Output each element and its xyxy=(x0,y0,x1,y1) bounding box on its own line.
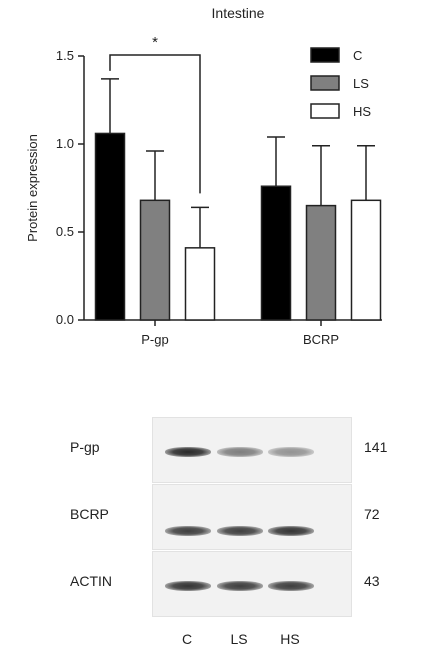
bar xyxy=(350,199,382,321)
blot-protein-label: ACTIN xyxy=(70,573,112,589)
blot-row: ACTIN 43 xyxy=(0,551,443,617)
axes: 0.0 0.5 1.0 1.5 P-gp BCRP xyxy=(56,48,382,347)
legend-swatch xyxy=(310,103,340,119)
legend-label: LS xyxy=(353,76,369,91)
significance-marker: * xyxy=(152,34,158,51)
bar xyxy=(305,204,337,321)
blot-row: BCRP 72 xyxy=(0,484,443,550)
blot-band xyxy=(165,526,211,536)
legend-label: C xyxy=(353,48,362,63)
y-tick-label: 1.0 xyxy=(56,136,74,151)
bar xyxy=(184,247,216,321)
blot-band xyxy=(165,447,211,457)
blot-row: P-gp 141 xyxy=(0,417,443,483)
blot-panel xyxy=(152,551,352,617)
blot-band xyxy=(217,526,263,536)
bar xyxy=(94,132,126,321)
blot-molecular-weight: 72 xyxy=(364,506,380,522)
blot-band xyxy=(268,447,314,457)
y-tick-label: 1.5 xyxy=(56,48,74,63)
blot-band xyxy=(217,447,263,457)
x-tick-label: P-gp xyxy=(141,332,168,347)
blot-protein-label: P-gp xyxy=(70,439,100,455)
legend: C LS HS xyxy=(310,47,371,119)
legend-swatch xyxy=(310,75,340,91)
blot-lane-label: HS xyxy=(280,631,300,647)
chart-title: Intestine xyxy=(212,5,265,21)
blot-band xyxy=(165,581,211,591)
y-axis-label: Protein expression xyxy=(25,134,40,242)
bar-chart: Intestine Protein expression 0.0 0.5 1.0 1.… xyxy=(25,5,382,347)
legend-label: HS xyxy=(353,104,371,119)
x-tick-label: BCRP xyxy=(303,332,339,347)
y-tick-label: 0.5 xyxy=(56,224,74,239)
blot-band xyxy=(217,581,263,591)
blot-band xyxy=(268,526,314,536)
significance-bracket xyxy=(109,54,201,194)
bars xyxy=(94,78,382,321)
blot-panel xyxy=(152,484,352,550)
blot-molecular-weight: 141 xyxy=(364,439,388,455)
blot-panel xyxy=(152,417,352,483)
blot-lane-label: C xyxy=(181,631,193,647)
legend-swatch xyxy=(310,47,340,63)
blot-molecular-weight: 43 xyxy=(364,573,380,589)
blot-band xyxy=(268,581,314,591)
bar xyxy=(260,185,292,321)
y-tick-label: 0.0 xyxy=(56,312,74,327)
bar xyxy=(139,199,171,321)
blot-lane-label: LS xyxy=(230,631,248,647)
blot-protein-label: BCRP xyxy=(70,506,109,522)
significance-annotation: * xyxy=(109,34,201,194)
